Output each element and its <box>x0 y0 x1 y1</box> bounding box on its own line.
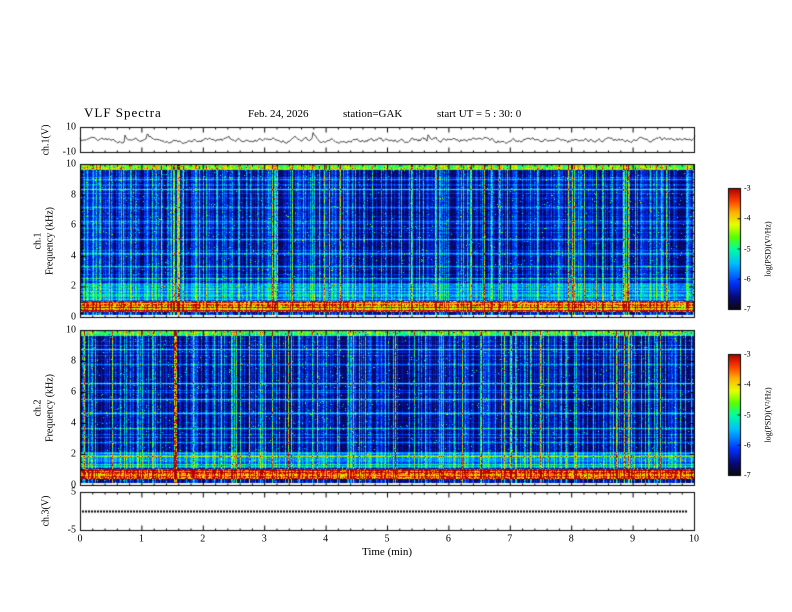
time-tick-label: 9 <box>630 533 636 545</box>
ch3-voltage-tick-label: -5 <box>67 524 76 536</box>
frequency-tick-label: 4 <box>71 250 76 262</box>
ch1-voltage-axis-label: ch.1(V) <box>40 124 52 156</box>
colorbar-tick-label: -5 <box>744 244 751 253</box>
figure-title: VLF Spectra <box>84 105 162 120</box>
figure-date: Feb. 24, 2026 <box>248 108 309 120</box>
start-time-label: start UT = 5 : 30: 0 <box>437 108 522 120</box>
colorbar-tick-label: -4 <box>744 213 751 223</box>
ch2-frequency-axis-label: ch.2 Frequency (kHz) <box>33 374 56 442</box>
frequency-tick-label: 6 <box>71 386 76 398</box>
colorbar1-label: log(PSD)(V²/Hz) <box>763 221 773 277</box>
time-tick-label: 0 <box>77 533 83 545</box>
ch2-frequency-units: Frequency (kHz) <box>44 373 55 443</box>
frequency-tick-label: 2 <box>71 448 76 460</box>
time-tick-label: 4 <box>323 533 329 545</box>
time-tick-label: 8 <box>568 533 574 545</box>
ch1-voltage-tick-label: -10 <box>62 146 76 158</box>
ch1-frequency-axis-label: ch.1 Frequency (kHz) <box>33 207 56 275</box>
colorbar-tick-label: -5 <box>744 410 751 419</box>
frequency-tick-label: 4 <box>71 417 76 429</box>
colorbar-tick-label: -6 <box>744 440 751 450</box>
station-label: station=GAK <box>343 108 403 120</box>
frequency-tick-label: 10 <box>66 324 76 336</box>
ch2-channel-label: ch.2 <box>32 399 44 417</box>
ch1-voltage-tick-label: 10 <box>66 121 76 133</box>
time-tick-label: 6 <box>445 533 451 545</box>
time-tick-label: 10 <box>689 533 699 545</box>
colorbar-tick-label: -4 <box>744 379 751 389</box>
colorbar2-label: log(PSD)(V²/Hz) <box>763 387 773 443</box>
colorbar-tick-label: -7 <box>744 470 751 480</box>
frequency-tick-label: 8 <box>71 189 76 201</box>
frequency-tick-label: 10 <box>66 158 76 170</box>
frequency-tick-label: 6 <box>71 219 76 231</box>
frequency-tick-label: 0 <box>71 479 76 491</box>
time-tick-label: 3 <box>261 533 267 545</box>
colorbar-tick-label: -3 <box>744 349 751 359</box>
frequency-tick-label: 2 <box>71 280 76 292</box>
frequency-tick-label: 0 <box>71 311 76 323</box>
ch3-voltage-axis-label: ch.3(V) <box>40 495 52 527</box>
colorbar-tick-label: -7 <box>744 304 751 314</box>
colorbar-tick-label: -6 <box>744 274 751 284</box>
time-axis-label: Time (min) <box>361 546 413 558</box>
ch1-channel-label: ch.1 <box>32 232 44 250</box>
colorbar-tick-label: -3 <box>744 183 751 193</box>
time-tick-label: 1 <box>138 533 144 545</box>
time-tick-label: 5 <box>384 533 390 545</box>
ch3-voltage-tick-label: 5 <box>71 486 76 498</box>
time-tick-label: 7 <box>507 533 513 545</box>
time-tick-label: 2 <box>200 533 206 545</box>
frequency-tick-label: 8 <box>71 355 76 367</box>
ch1-frequency-units: Frequency (kHz) <box>44 206 55 276</box>
